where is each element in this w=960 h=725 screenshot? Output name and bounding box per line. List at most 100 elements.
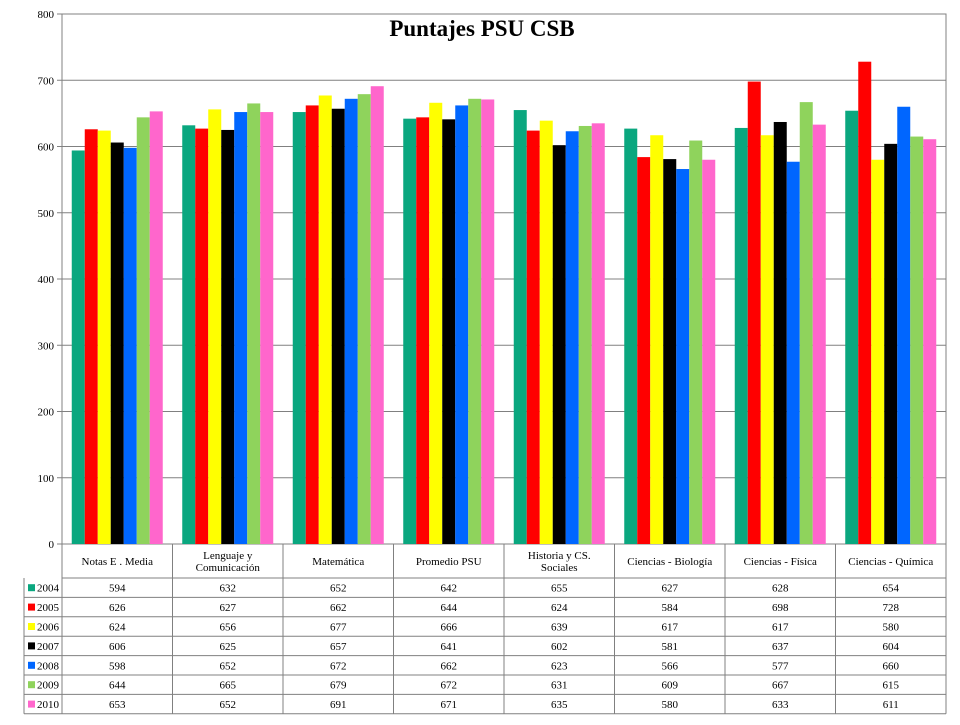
legend-key-2004 xyxy=(28,584,35,592)
bar-2009-7 xyxy=(799,102,813,545)
data-label: 581 xyxy=(662,641,679,653)
bar-2006-8 xyxy=(871,159,885,544)
bar-2009-3 xyxy=(357,94,371,544)
data-label: 606 xyxy=(109,641,126,653)
legend-label: 2005 xyxy=(37,602,60,614)
data-label: 679 xyxy=(330,680,347,692)
bar-2010-5 xyxy=(591,123,605,544)
bar-2009-8 xyxy=(910,136,924,544)
data-label: 611 xyxy=(883,699,899,711)
bar-2007-2 xyxy=(221,129,235,544)
bar-2004-8 xyxy=(845,110,859,544)
x-tick-label: Historia y CS. xyxy=(528,550,591,562)
data-label: 609 xyxy=(662,680,679,692)
data-label: 644 xyxy=(109,680,126,692)
bar-2008-1 xyxy=(123,147,137,544)
y-tick-label: 100 xyxy=(38,473,55,485)
data-label: 623 xyxy=(551,660,568,672)
data-label: 728 xyxy=(883,602,900,614)
y-axis: 0 100 200 300 400 500 600 700 800 xyxy=(38,9,62,551)
y-tick-label: 0 xyxy=(49,539,55,551)
data-label: 655 xyxy=(551,583,568,595)
bar-2006-6 xyxy=(650,135,664,545)
bar-2010-7 xyxy=(812,124,826,544)
data-label: 657 xyxy=(330,641,347,653)
bar-2009-4 xyxy=(468,98,482,545)
bar-2010-8 xyxy=(923,139,937,544)
x-tick-label: Ciencias - Biología xyxy=(627,556,712,568)
data-label: 580 xyxy=(662,699,679,711)
bar-2007-1 xyxy=(110,142,124,544)
bar-2008-7 xyxy=(786,161,800,545)
bar-2010-2 xyxy=(260,112,274,545)
data-label: 671 xyxy=(441,699,458,711)
bar-2008-3 xyxy=(344,98,358,545)
x-tick-label: Matemática xyxy=(312,556,364,568)
bar-2004-5 xyxy=(513,110,527,544)
bar-2010-6 xyxy=(702,159,716,544)
data-label: 615 xyxy=(883,680,900,692)
bars xyxy=(71,61,937,545)
x-tick-label: Notas E . Media xyxy=(82,556,154,568)
data-label: 642 xyxy=(441,583,458,595)
data-label: 672 xyxy=(441,680,458,692)
bar-2004-6 xyxy=(624,128,638,545)
data-label: 644 xyxy=(441,602,458,614)
x-tick-label: Comunicación xyxy=(196,562,261,574)
data-label: 672 xyxy=(330,660,347,672)
data-label: 604 xyxy=(883,641,900,653)
bar-2004-7 xyxy=(734,127,748,544)
data-label: 639 xyxy=(551,622,568,634)
data-label: 652 xyxy=(220,660,237,672)
data-label: 632 xyxy=(220,583,237,595)
data-label: 625 xyxy=(220,641,237,653)
data-label: 617 xyxy=(662,622,679,634)
bar-2005-7 xyxy=(747,81,761,544)
bar-2006-3 xyxy=(318,95,332,545)
bar-2010-3 xyxy=(370,86,384,545)
data-label: 624 xyxy=(109,622,126,634)
bar-2007-3 xyxy=(331,108,345,545)
y-tick-label: 600 xyxy=(38,142,55,154)
data-label: 566 xyxy=(662,660,679,672)
data-label: 665 xyxy=(220,680,237,692)
data-label: 666 xyxy=(441,622,458,634)
bar-2007-7 xyxy=(773,121,787,545)
data-label: 627 xyxy=(220,602,237,614)
y-tick-label: 200 xyxy=(38,407,55,419)
bar-2009-6 xyxy=(689,140,703,544)
bar-2010-4 xyxy=(481,99,495,545)
x-tick-label: Lenguaje y xyxy=(203,550,253,562)
data-label: 594 xyxy=(109,583,126,595)
data-label: 598 xyxy=(109,660,126,672)
bar-2004-3 xyxy=(292,112,306,545)
legend-label: 2009 xyxy=(37,680,60,692)
bar-2005-8 xyxy=(858,61,872,544)
legend-label: 2008 xyxy=(37,660,60,672)
data-label: 654 xyxy=(883,583,900,595)
bar-2007-5 xyxy=(552,145,566,545)
x-tick-label: Ciencias - Química xyxy=(848,556,933,568)
bar-2010-1 xyxy=(149,111,163,544)
bar-2008-8 xyxy=(897,106,911,544)
data-label: 652 xyxy=(330,583,347,595)
bar-2005-3 xyxy=(305,105,319,545)
legend-label: 2004 xyxy=(37,583,60,595)
legend-key-2008 xyxy=(28,661,35,669)
data-label: 656 xyxy=(220,622,237,634)
data-label: 580 xyxy=(883,622,900,634)
legend-label: 2010 xyxy=(37,699,60,711)
bar-2006-1 xyxy=(97,130,111,544)
data-label: 691 xyxy=(330,699,347,711)
data-label: 584 xyxy=(662,602,679,614)
x-tick-label: Sociales xyxy=(541,562,578,574)
bar-2005-6 xyxy=(637,157,651,544)
data-label: 633 xyxy=(772,699,789,711)
data-label: 652 xyxy=(220,699,237,711)
legend-key-2005 xyxy=(28,603,35,611)
data-label: 677 xyxy=(330,622,347,634)
bar-2006-4 xyxy=(429,102,443,545)
bar-2009-1 xyxy=(136,117,150,544)
